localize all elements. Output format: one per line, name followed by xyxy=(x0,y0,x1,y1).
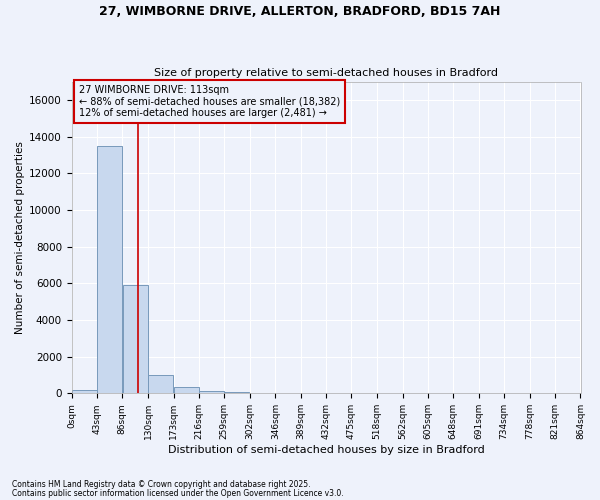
Bar xyxy=(72,390,97,394)
Text: Contains HM Land Registry data © Crown copyright and database right 2025.: Contains HM Land Registry data © Crown c… xyxy=(12,480,311,489)
Y-axis label: Number of semi-detached properties: Number of semi-detached properties xyxy=(15,141,25,334)
Bar xyxy=(174,387,199,394)
Bar xyxy=(122,285,148,394)
Text: Contains public sector information licensed under the Open Government Licence v3: Contains public sector information licen… xyxy=(12,488,344,498)
Text: 27, WIMBORNE DRIVE, ALLERTON, BRADFORD, BD15 7AH: 27, WIMBORNE DRIVE, ALLERTON, BRADFORD, … xyxy=(100,5,500,18)
Text: 27 WIMBORNE DRIVE: 113sqm
← 88% of semi-detached houses are smaller (18,382)
12%: 27 WIMBORNE DRIVE: 113sqm ← 88% of semi-… xyxy=(79,84,341,118)
Title: Size of property relative to semi-detached houses in Bradford: Size of property relative to semi-detach… xyxy=(154,68,498,78)
X-axis label: Distribution of semi-detached houses by size in Bradford: Distribution of semi-detached houses by … xyxy=(167,445,484,455)
Bar xyxy=(97,146,122,394)
Bar xyxy=(199,390,224,394)
Bar xyxy=(224,392,249,394)
Bar xyxy=(148,375,173,394)
